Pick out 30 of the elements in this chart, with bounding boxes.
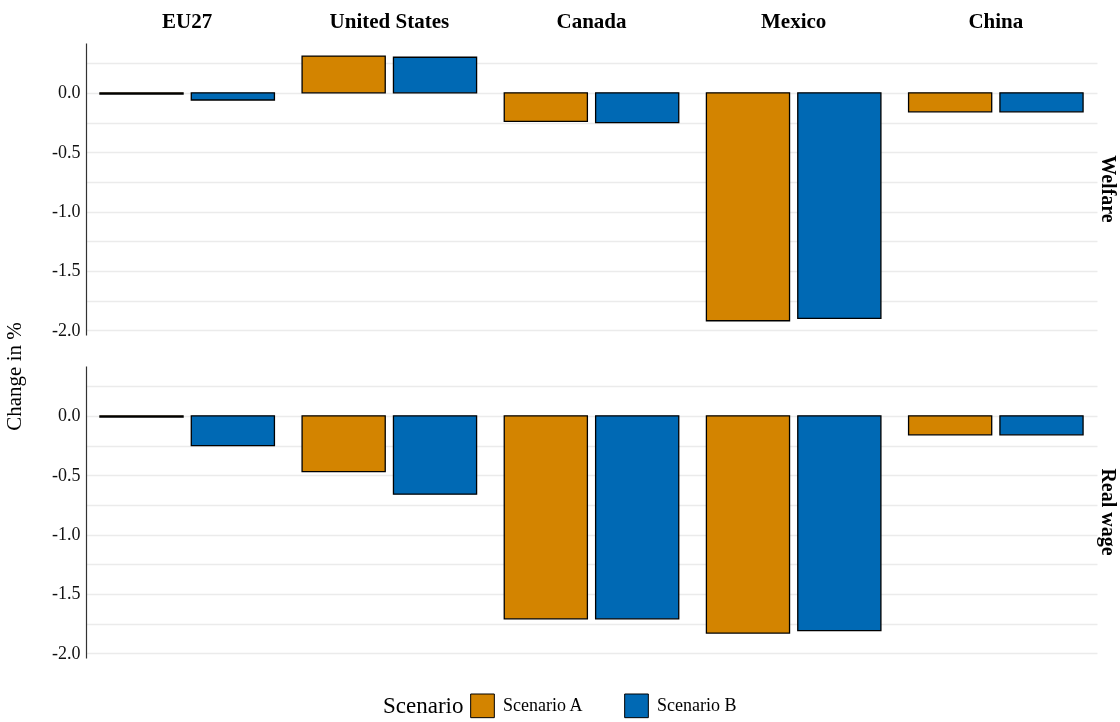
- x-tick-label: EU27: [162, 8, 213, 33]
- y-tick-label: 0.0: [58, 82, 81, 103]
- legend-label: Scenario A: [503, 694, 583, 715]
- bar: [999, 92, 1084, 113]
- y-tick-label: -2.0: [52, 642, 81, 663]
- bar: [392, 56, 478, 94]
- y-tick-label: -1.5: [52, 583, 81, 604]
- y-tick-label: -0.5: [52, 464, 81, 485]
- x-tick-label: China: [968, 8, 1024, 33]
- bar: [301, 55, 386, 94]
- y2-axis-title: Real wage: [1097, 468, 1120, 556]
- bar: [907, 92, 993, 113]
- x-tick-label: Canada: [556, 8, 628, 33]
- y-tick-label: 0.0: [58, 405, 81, 426]
- legend-title: Scenario: [383, 693, 464, 718]
- y-tick-label: -1.5: [52, 260, 81, 281]
- bar: [797, 92, 882, 320]
- legend-label: Scenario B: [657, 694, 737, 715]
- y2-axis-title: Welfare: [1098, 155, 1120, 223]
- bar: [190, 92, 276, 101]
- y-tick-label: -1.0: [52, 524, 81, 545]
- y-tick-label: -0.5: [52, 141, 81, 162]
- x-tick-label: Mexico: [761, 8, 827, 33]
- bar: [594, 92, 680, 124]
- y-tick-label: -1.0: [52, 201, 81, 222]
- bar: [503, 92, 589, 122]
- x-tick-label: United States: [329, 8, 450, 33]
- y-tick-label: -2.0: [52, 319, 81, 340]
- y-axis-title: Change in %: [1, 322, 26, 431]
- bar: [705, 92, 791, 322]
